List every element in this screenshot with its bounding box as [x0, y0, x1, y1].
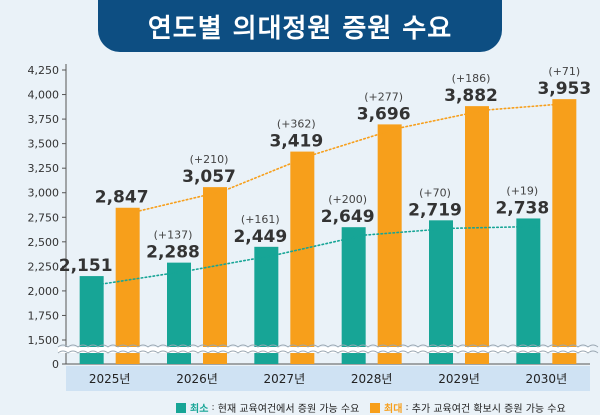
legend-sep-min: : — [211, 402, 215, 413]
chart-title: 연도별 의대정원 증원 수요 — [147, 13, 453, 44]
bar-max — [203, 187, 227, 364]
y-tick-label: 2,000 — [28, 285, 60, 298]
value-label-min: 2,449 — [233, 227, 287, 247]
value-label-min: 2,649 — [321, 207, 375, 227]
delta-label-max: (+210) — [190, 153, 229, 166]
x-tick-label: 2029년 — [438, 372, 480, 386]
y-tick-label: 4,250 — [28, 64, 60, 77]
trendline-min — [100, 225, 540, 285]
y-tick-label-zero: 0 — [52, 358, 59, 371]
legend-item-min: 최소 : 현재 교육여건에서 증원 가능 수요 — [176, 400, 359, 415]
bar-max — [377, 124, 402, 364]
x-tick-label: 2027년 — [264, 372, 306, 386]
x-tick-label: 2025년 — [89, 372, 131, 386]
x-tick-label: 2026년 — [176, 372, 218, 386]
bar-min — [516, 218, 541, 364]
delta-label-min: (+200) — [328, 193, 367, 206]
value-label-min: 2,719 — [408, 200, 462, 220]
value-label-max: 3,696 — [357, 104, 411, 124]
delta-label-min: (+137) — [154, 229, 193, 242]
legend-desc-max: 추가 교육여건 확보시 증원 가능 수요 — [411, 404, 566, 415]
legend-swatch-min — [176, 402, 186, 413]
delta-label-min: (+161) — [241, 213, 280, 226]
legend-name-max: 최대 — [384, 404, 403, 415]
y-tick-label: 3,750 — [28, 113, 60, 126]
x-tick-label: 2030년 — [526, 372, 568, 386]
bar-max — [552, 99, 577, 364]
delta-label-max: (+186) — [452, 72, 491, 85]
year-band — [66, 366, 590, 391]
bar-max — [465, 106, 489, 364]
bar-min — [429, 220, 453, 364]
legend: 최소 : 현재 교육여건에서 증원 가능 수요 최대 : 추가 교육여건 확보시… — [0, 398, 600, 415]
y-tick-label: 1,500 — [28, 334, 60, 347]
value-label-max: 3,953 — [537, 79, 591, 99]
title-banner: 연도별 의대정원 증원 수요 — [98, 0, 502, 52]
legend-sep-max: : — [405, 402, 409, 413]
value-label-max: 3,882 — [444, 86, 498, 106]
trendline-max — [134, 102, 574, 213]
legend-desc-min: 현재 교육여건에서 증원 가능 수요 — [217, 404, 360, 415]
bar-max — [115, 207, 140, 364]
value-label-max: 3,419 — [269, 132, 323, 152]
value-label-max: 2,847 — [95, 188, 149, 208]
bar-max — [290, 151, 315, 364]
y-tick-label: 4,000 — [28, 89, 60, 102]
bar-min — [341, 227, 366, 364]
y-tick-label: 2,250 — [28, 260, 60, 273]
legend-item-max: 최대 : 추가 교육여건 확보시 증원 가능 수요 — [370, 400, 566, 415]
bar-min — [254, 246, 279, 364]
y-tick-label: 2,500 — [28, 236, 60, 249]
x-tick-label: 2028년 — [351, 372, 393, 386]
value-label-min: 2,738 — [495, 198, 549, 218]
legend-name-min: 최소 — [190, 404, 209, 415]
delta-label-min: (+19) — [506, 184, 538, 197]
axis-break-band — [58, 347, 590, 353]
y-tick-label: 3,500 — [28, 138, 60, 151]
delta-label-max: (+277) — [364, 90, 403, 103]
axis-break-line-bottom — [57, 350, 599, 354]
value-label-min: 2,288 — [146, 243, 200, 263]
y-tick-label: 2,750 — [28, 211, 60, 224]
y-tick-label: 3,250 — [28, 162, 60, 175]
legend-swatch-max — [370, 402, 380, 413]
delta-label-max: (+71) — [548, 65, 580, 78]
axis-break-line-top — [57, 344, 599, 348]
delta-label-min: (+70) — [419, 186, 451, 199]
value-label-max: 3,057 — [182, 167, 236, 187]
delta-label-max: (+362) — [277, 118, 316, 131]
y-tick-label: 1,750 — [28, 309, 60, 322]
y-tick-label: 3,000 — [28, 187, 60, 200]
value-label-min: 2,151 — [59, 256, 113, 276]
